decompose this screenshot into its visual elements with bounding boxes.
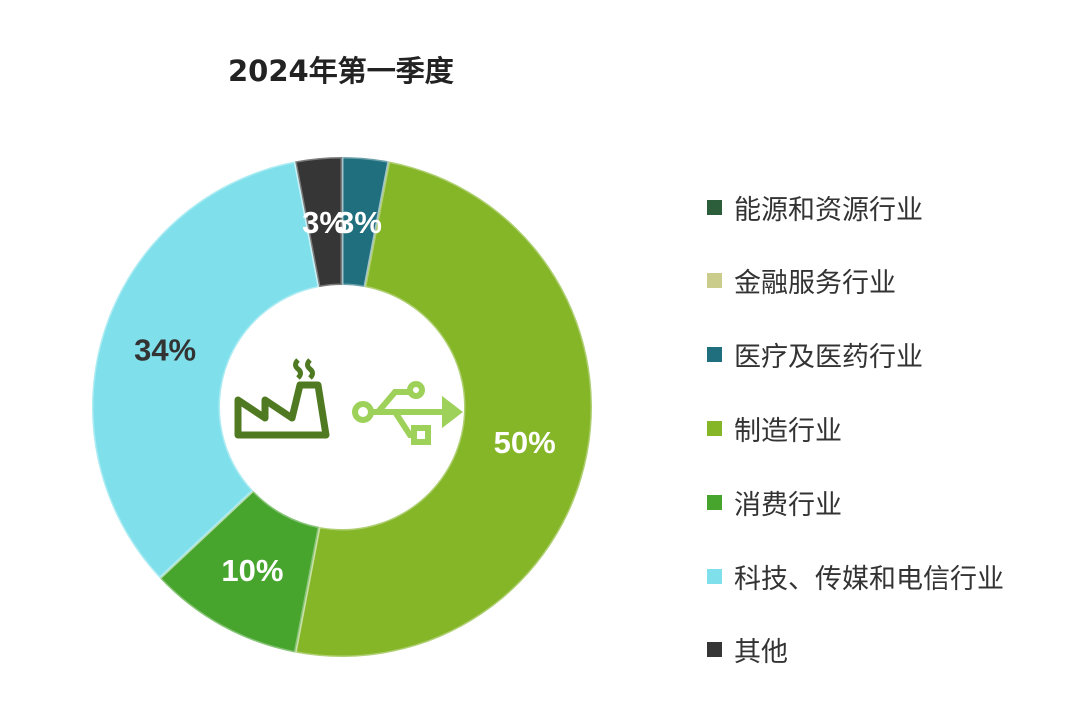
- legend-item: 医疗及医药行业: [707, 338, 923, 374]
- legend-label: 金融服务行业: [734, 268, 896, 300]
- data-label: 50%: [494, 425, 556, 460]
- legend-swatch: [707, 199, 722, 215]
- legend-item: 消费行业: [707, 485, 842, 521]
- legend-label: 制造行业: [734, 415, 842, 447]
- legend-swatch: [707, 494, 722, 510]
- usb-icon: [352, 381, 463, 445]
- legend-item: 其他: [707, 633, 788, 669]
- slice-5: [90, 159, 321, 581]
- legend-label: 医疗及医药行业: [734, 342, 923, 374]
- legend-swatch: [707, 347, 722, 363]
- legend-swatch: [707, 568, 722, 584]
- factory-icon: [234, 358, 330, 439]
- legend-label: 消费行业: [734, 489, 842, 521]
- slice-6: [293, 155, 344, 289]
- legend-item: 制造行业: [707, 411, 842, 447]
- legend-item: 金融服务行业: [707, 264, 896, 300]
- donut-chart: 3% 50% 10% 34% 3%: [90, 155, 594, 659]
- data-label: 3%: [302, 205, 347, 240]
- legend-label: 能源和资源行业: [734, 194, 923, 226]
- slice-3: [293, 159, 594, 659]
- legend-item: 能源和资源行业: [707, 190, 923, 226]
- legend-swatch: [707, 642, 722, 658]
- slice-4: [157, 488, 321, 655]
- legend-swatch: [707, 273, 722, 289]
- legend-label: 科技、传媒和电信行业: [734, 563, 1004, 595]
- data-label: 10%: [221, 553, 283, 588]
- chart-title: 2024年第一季度: [228, 54, 454, 88]
- data-label: 34%: [134, 333, 196, 368]
- data-label: 3%: [337, 205, 382, 240]
- legend-item: 科技、传媒和电信行业: [707, 559, 1004, 595]
- legend-label: 其他: [734, 637, 788, 669]
- legend-swatch: [707, 420, 722, 436]
